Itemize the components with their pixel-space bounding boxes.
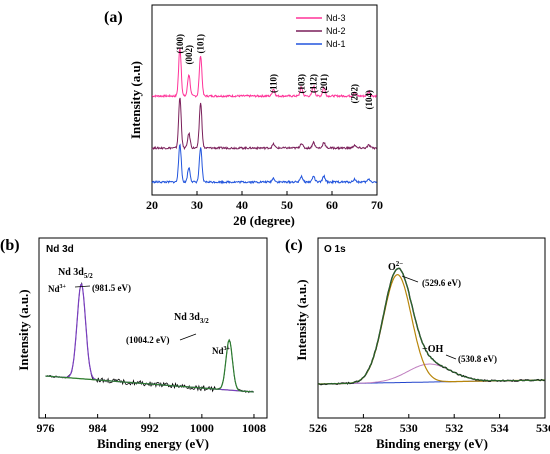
nd3plus-label-right: Nd3+ <box>212 346 231 356</box>
panel-b: (b) Nd 3d 976 984 992 1000 1008 Binding ener… <box>0 237 268 451</box>
peak-label: (104) <box>364 90 374 110</box>
legend-entry: Nd-1 <box>326 39 346 49</box>
panel-c-curves <box>317 267 546 386</box>
peak-label: (110) <box>269 74 279 93</box>
panel-a-x-tick-label: 20 <box>146 198 158 212</box>
panel-a-x-tick-label: 60 <box>326 198 338 212</box>
oh-pointer <box>445 354 457 360</box>
panel-a-x-tick-label: 50 <box>281 198 293 212</box>
peak-label: (112) <box>309 74 319 93</box>
peak-530-label: (530.8 eV) <box>458 354 497 364</box>
panel-b-curves <box>45 282 254 394</box>
o2minus-pointer <box>401 275 419 283</box>
panel-a-frame <box>151 4 378 196</box>
panel-a-x-tick-label: 30 <box>191 198 203 212</box>
panel-b-frame <box>38 237 268 419</box>
peak-529-label: (529.6 eV) <box>422 278 461 288</box>
nd3d52-label: Nd 3d5/2 <box>58 267 93 280</box>
panel-b-x-label: Binding energy (eV) <box>97 436 209 451</box>
panel-b-x-tick-label: 1008 <box>242 421 266 435</box>
panel-c-y-label: Intensity (a.u.) <box>294 279 309 360</box>
panel-b-x-tick-label: 984 <box>89 421 107 435</box>
panel-b-label: (b) <box>0 237 20 254</box>
peak-label: (100) <box>175 34 185 54</box>
panel-b-x-tick-label: 1000 <box>190 421 214 435</box>
panel-c-label: (c) <box>285 237 303 254</box>
panel-b-annotations: Nd 3d5/2 Nd3+ (981.5 eV) Nd 3d3/2 (1004.… <box>48 267 231 356</box>
fit-nd3d32-line <box>45 338 254 393</box>
series-line-nd-3 <box>151 48 377 99</box>
nd3plus-label-left: Nd3+ <box>48 284 67 294</box>
panel-c-x-tick-label: 536 <box>536 421 550 435</box>
peak-1004-label: (1004.2 eV) <box>126 335 170 345</box>
panel-a-x-tick-label: 40 <box>236 198 248 212</box>
peak-label: (201) <box>319 74 329 94</box>
panel-a-x-tick-label: 70 <box>371 198 383 212</box>
panel-c-x-tick-label: 526 <box>309 421 327 435</box>
panel-a-x-label: 2θ (degree) <box>233 213 295 228</box>
legend-entry: Nd-3 <box>326 13 346 23</box>
series-line-nd-1 <box>151 143 378 185</box>
panel-a-y-label: Intensity (a.u) <box>128 61 143 139</box>
peak-981-label: (981.5 eV) <box>92 283 131 293</box>
panel-c: (c) O 1s 526 528 530 532 534 536 Binding ener… <box>285 237 550 451</box>
o2minus-label: O2− <box>388 260 403 273</box>
panel-a-x-axis: 20 30 40 50 60 70 <box>146 191 383 212</box>
peak-label: (202) <box>350 84 360 104</box>
panel-a-label: (a) <box>104 9 123 26</box>
series-line-nd-2 <box>151 97 378 151</box>
peak-label: (103) <box>296 74 306 94</box>
panel-c-title: O 1s <box>324 244 346 255</box>
panel-a-series <box>151 48 378 185</box>
peak-1004-pointer <box>179 333 197 341</box>
nd3plus-pointer-left <box>74 285 91 288</box>
panel-a: (a) 20 30 40 50 60 70 2θ (degree) Intensity (… <box>104 4 383 228</box>
panel-b-title: Nd 3d <box>46 244 74 255</box>
panel-b-x-axis: 976 984 992 1000 1008 <box>37 414 266 435</box>
panel-c-frame <box>317 237 546 419</box>
panel-c-annotations: O2− (529.6 eV) −OH (530.8 eV) <box>388 260 497 364</box>
panel-c-x-axis: 526 528 530 532 534 536 <box>309 414 550 435</box>
peak-label: (101) <box>196 34 206 54</box>
panel-c-x-tick-label: 532 <box>445 421 463 435</box>
panel-b-x-tick-label: 976 <box>37 421 55 435</box>
legend-entry: Nd-2 <box>326 26 346 36</box>
fit-o2minus-line <box>318 273 545 385</box>
oh-label: −OH <box>422 344 443 355</box>
panel-b-y-label: Intensity (a.u.) <box>16 289 31 370</box>
panel-a-legend: Nd-3 Nd-2 Nd-1 <box>296 13 346 49</box>
peak-label: (002) <box>184 45 194 65</box>
envelope-line <box>318 267 545 385</box>
panel-c-x-tick-label: 534 <box>491 421 509 435</box>
panel-c-x-tick-label: 530 <box>400 421 418 435</box>
nd3d32-label: Nd 3d3/2 <box>174 312 209 325</box>
panel-c-x-tick-label: 528 <box>354 421 372 435</box>
panel-b-x-tick-label: 992 <box>141 421 159 435</box>
panel-a-peak-labels: (100)(002)(101) (110) (103) (112) (201) (202)… <box>175 34 374 110</box>
panel-c-x-label: Binding energy (eV) <box>376 436 488 451</box>
